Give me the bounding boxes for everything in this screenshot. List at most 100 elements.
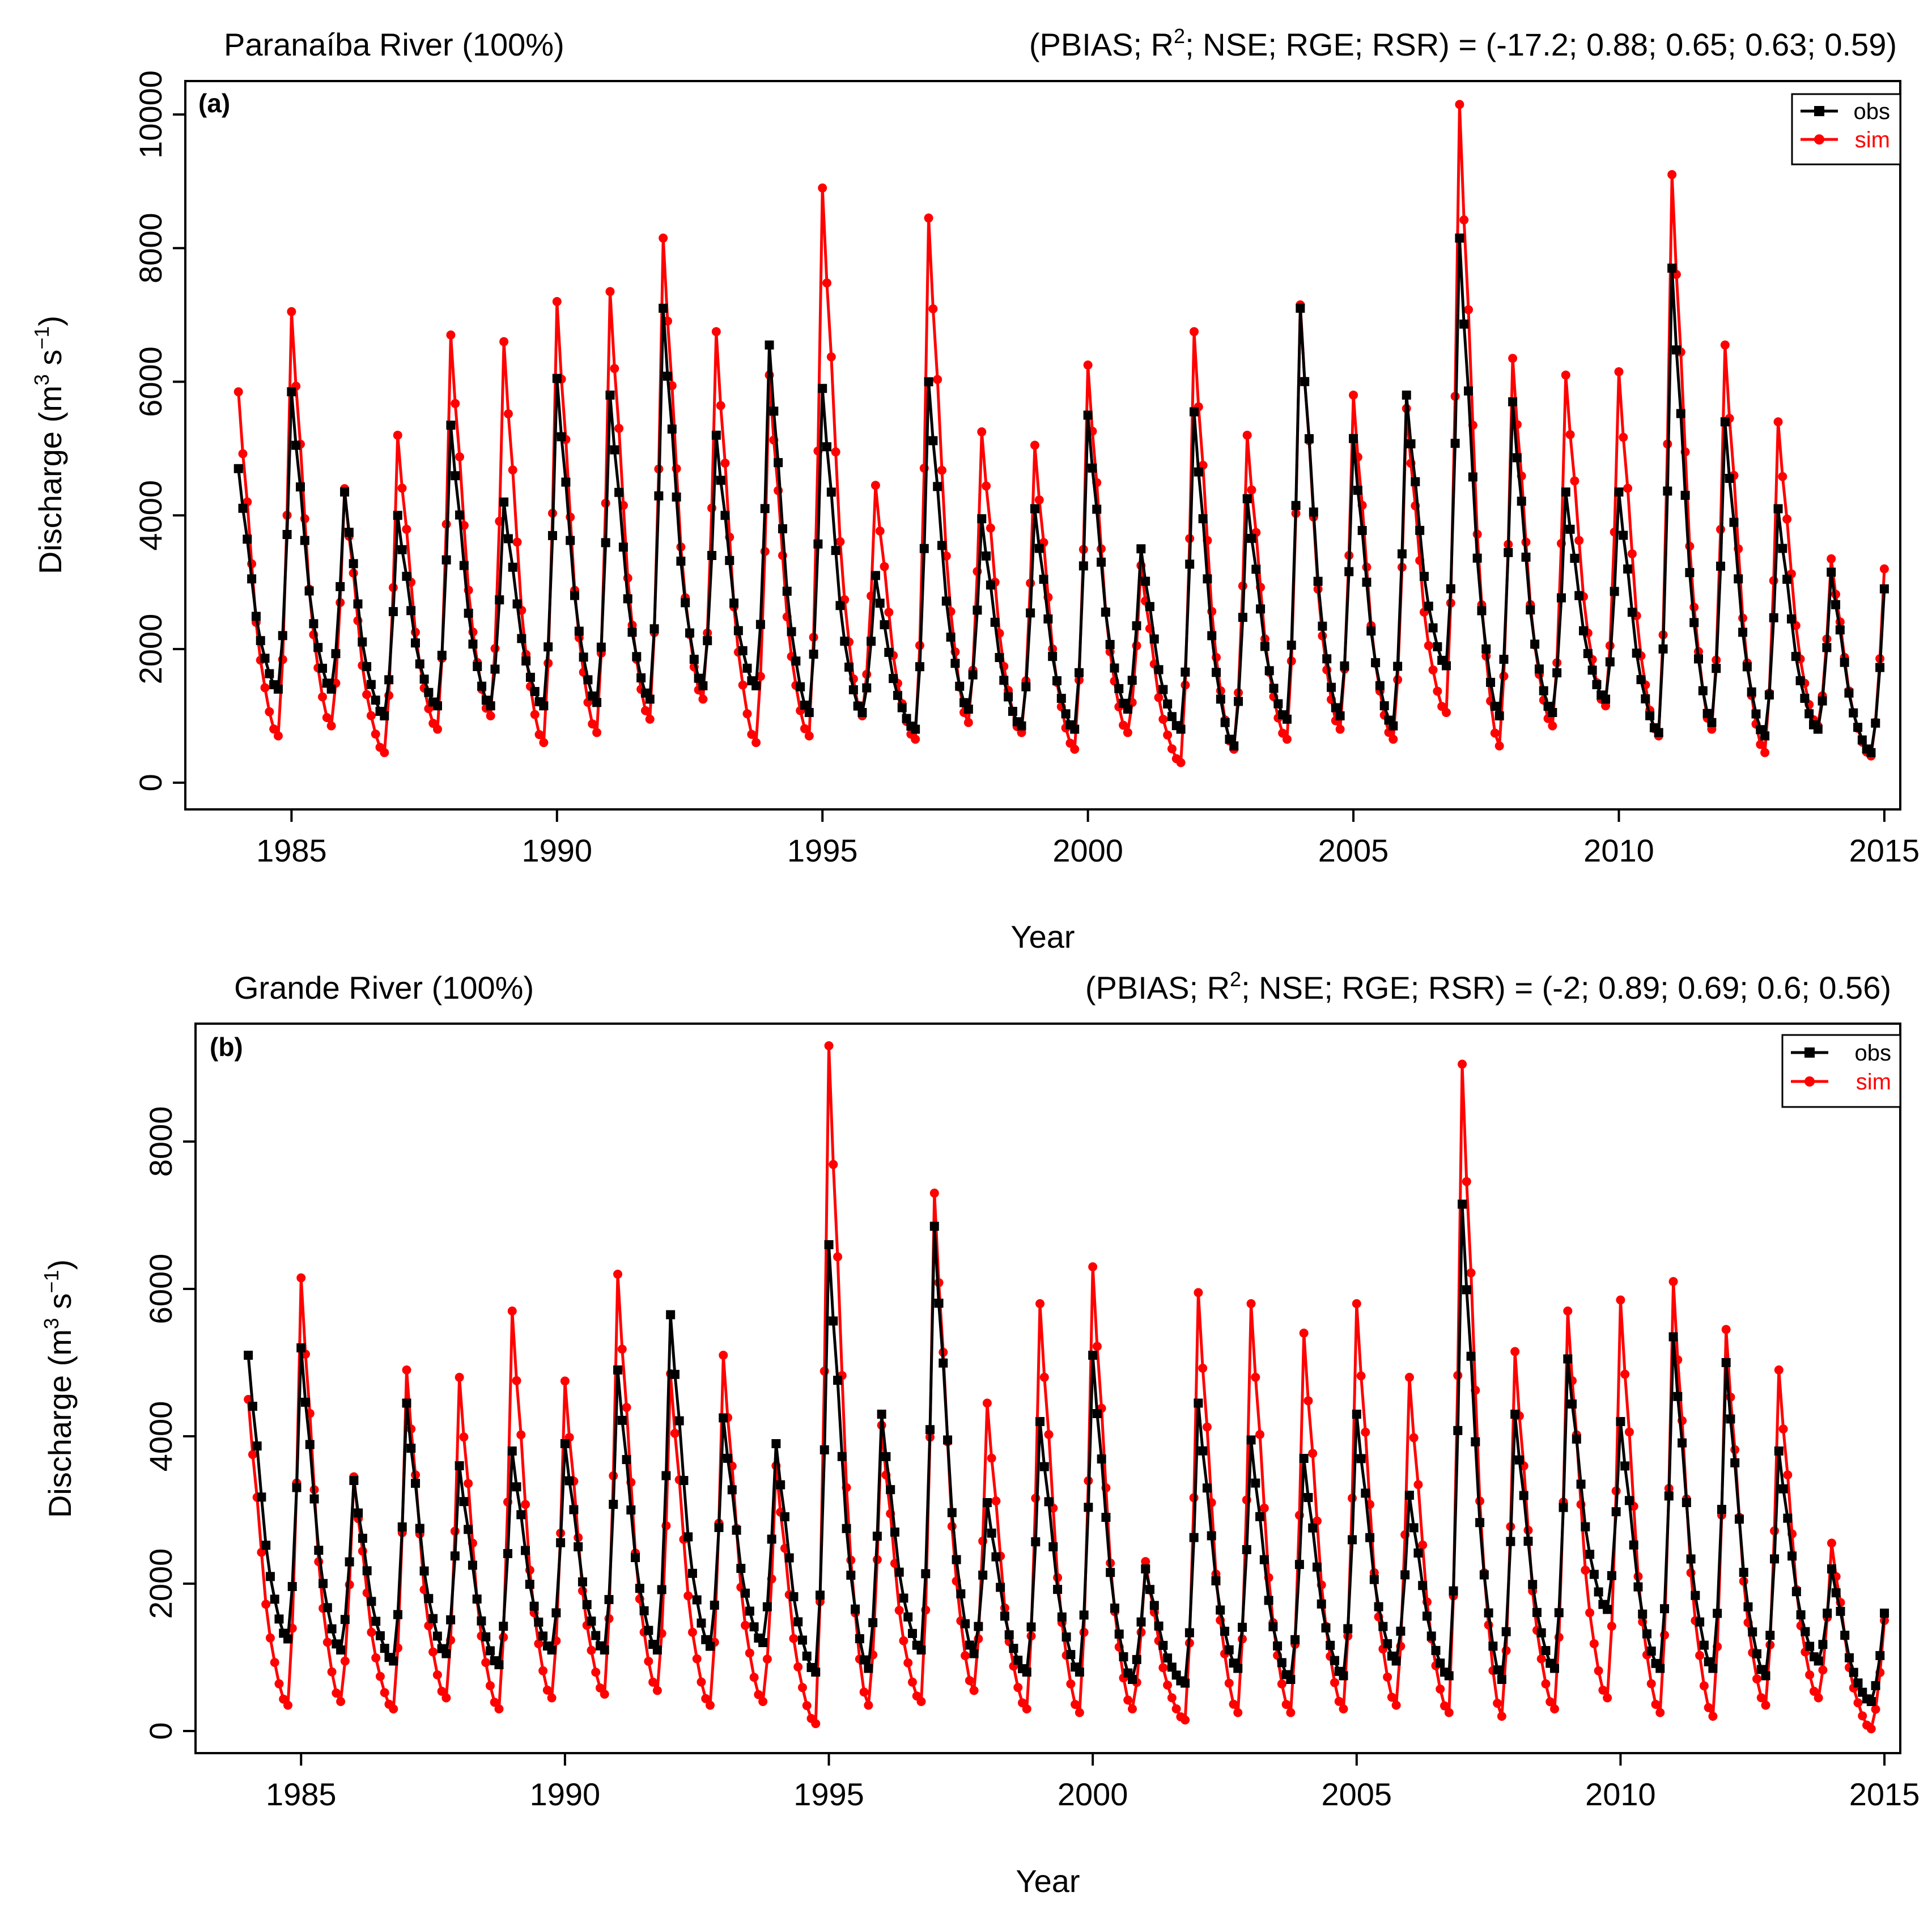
sim-point bbox=[270, 1657, 279, 1667]
obs-point bbox=[1242, 1545, 1251, 1554]
sim-point bbox=[1286, 1708, 1296, 1717]
obs-point bbox=[1844, 688, 1854, 698]
obs-point bbox=[1004, 1630, 1014, 1640]
obs-point bbox=[1189, 1533, 1199, 1542]
obs-point bbox=[1149, 634, 1159, 644]
obs-point bbox=[1365, 1533, 1375, 1542]
sim-point bbox=[486, 711, 495, 720]
obs-point bbox=[1475, 1518, 1485, 1528]
obs-point bbox=[1406, 439, 1416, 449]
sim-point bbox=[455, 452, 465, 462]
obs-point bbox=[893, 690, 902, 700]
obs-point bbox=[1689, 618, 1699, 627]
obs-point bbox=[707, 551, 717, 561]
sim-point bbox=[485, 1681, 495, 1691]
obs-point bbox=[723, 1453, 733, 1463]
obs-point bbox=[1519, 1491, 1528, 1500]
sim-point bbox=[1418, 1540, 1428, 1550]
sim-point bbox=[446, 330, 456, 340]
y-tick-label: 8000 bbox=[143, 1106, 179, 1177]
obs-point bbox=[1322, 654, 1332, 664]
obs-point bbox=[1695, 1617, 1705, 1627]
obs-point bbox=[349, 559, 358, 569]
y-axis-title: Discharge (m3 s−1) bbox=[40, 1259, 78, 1518]
obs-point bbox=[393, 1610, 402, 1619]
obs-point bbox=[1676, 409, 1685, 418]
obs-point bbox=[388, 607, 398, 617]
sim-point bbox=[741, 1620, 750, 1630]
obs-point bbox=[551, 1608, 561, 1618]
obs-point bbox=[283, 1634, 292, 1644]
sim-point bbox=[716, 401, 725, 410]
obs-point bbox=[1101, 607, 1110, 617]
obs-point bbox=[1585, 1550, 1595, 1559]
obs-point bbox=[1660, 1604, 1670, 1614]
sim-point bbox=[1720, 340, 1730, 350]
obs-point bbox=[1396, 1626, 1406, 1636]
obs-point bbox=[1286, 1675, 1296, 1684]
obs-point bbox=[1791, 652, 1801, 661]
obs-point bbox=[605, 391, 615, 400]
panel-label: (a) bbox=[198, 88, 230, 118]
obs-point bbox=[1441, 661, 1451, 671]
y-tick-label: 2000 bbox=[133, 614, 168, 685]
obs-point bbox=[472, 1594, 482, 1604]
sim-point bbox=[437, 1686, 447, 1696]
obs-point bbox=[1875, 1651, 1885, 1660]
obs-point bbox=[1751, 709, 1761, 719]
obs-point bbox=[1481, 644, 1491, 654]
y-tick-label: 4000 bbox=[143, 1401, 179, 1472]
sim-point bbox=[318, 692, 328, 702]
obs-point bbox=[977, 514, 987, 524]
obs-point bbox=[494, 1660, 504, 1669]
obs-point bbox=[1374, 1602, 1383, 1611]
obs-point bbox=[415, 659, 424, 669]
obs-point bbox=[257, 1492, 266, 1502]
obs-point bbox=[1801, 1627, 1810, 1636]
obs-point bbox=[1708, 1664, 1718, 1673]
sim-point bbox=[875, 526, 885, 536]
obs-point bbox=[1259, 1555, 1269, 1564]
sim-point bbox=[283, 1700, 292, 1710]
sim-point bbox=[1827, 1538, 1836, 1548]
obs-point bbox=[1721, 1358, 1731, 1367]
obs-point bbox=[1400, 1570, 1410, 1580]
obs-point bbox=[503, 534, 513, 544]
obs-point bbox=[477, 681, 487, 691]
obs-point bbox=[1308, 1523, 1318, 1533]
obs-point bbox=[1207, 1531, 1216, 1541]
obs-point bbox=[1207, 631, 1217, 640]
sim-point bbox=[1497, 1712, 1506, 1721]
sim-point bbox=[818, 183, 827, 193]
sim-point bbox=[1493, 1698, 1502, 1708]
obs-point bbox=[1331, 703, 1340, 712]
obs-point bbox=[446, 1615, 456, 1624]
sim-point bbox=[1444, 1708, 1454, 1717]
sim-point bbox=[1424, 641, 1433, 651]
obs-point bbox=[525, 1580, 534, 1589]
sim-point bbox=[1594, 1666, 1603, 1675]
obs-point bbox=[468, 639, 478, 649]
obs-point bbox=[1246, 1435, 1256, 1445]
obs-point bbox=[1632, 648, 1641, 658]
obs-point bbox=[711, 430, 721, 440]
obs-point bbox=[578, 1577, 587, 1586]
sim-point bbox=[481, 1658, 491, 1668]
obs-point bbox=[802, 1651, 812, 1661]
sim-point bbox=[1607, 1622, 1616, 1631]
obs-point bbox=[1268, 1622, 1278, 1632]
obs-point bbox=[1641, 694, 1650, 704]
obs-point bbox=[1017, 721, 1026, 731]
sim-point bbox=[1335, 724, 1345, 734]
obs-point bbox=[1796, 1610, 1806, 1619]
sim-point bbox=[1163, 730, 1173, 740]
obs-point bbox=[1353, 485, 1362, 495]
obs-point bbox=[762, 1602, 772, 1611]
obs-point bbox=[508, 562, 517, 572]
obs-point bbox=[1211, 1576, 1221, 1586]
x-axis: 1985 1990 1995 2000 2005 2010 2015 bbox=[266, 1753, 1920, 1812]
sim-point bbox=[534, 729, 544, 739]
obs-point bbox=[645, 694, 655, 704]
obs-point bbox=[1581, 1522, 1590, 1532]
obs-point bbox=[424, 1594, 434, 1603]
